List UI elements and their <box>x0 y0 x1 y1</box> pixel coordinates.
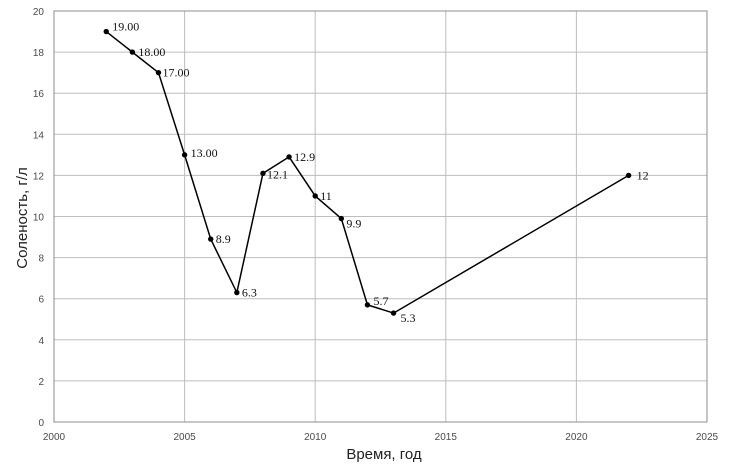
data-point <box>129 49 136 55</box>
y-tick-label: 18 <box>33 48 45 59</box>
x-tick-label: 2005 <box>173 432 196 443</box>
y-tick-label: 6 <box>38 295 44 306</box>
y-tick-label: 2 <box>38 377 44 388</box>
data-point <box>260 170 266 177</box>
data-label: 12 <box>637 168 649 182</box>
data-label: 9.9 <box>346 217 361 231</box>
data-label: 5.7 <box>373 294 388 308</box>
data-point <box>338 215 345 222</box>
data-point <box>181 152 188 158</box>
data-point <box>364 302 371 308</box>
data-label: 11 <box>320 189 332 203</box>
label-layer: 19.00 18.00 17.00 13.00 8.9 6.3 12.1 12.9 11 9.9 5… <box>112 20 648 326</box>
y-tick-label: 12 <box>33 171 45 182</box>
y-tick-label: 14 <box>33 130 45 141</box>
plot-frame <box>53 10 708 423</box>
data-point <box>103 28 109 35</box>
data-label: 13.00 <box>191 146 218 160</box>
data-label: 12.1 <box>267 167 288 181</box>
x-tick-label: 2010 <box>304 432 327 443</box>
data-point <box>286 154 292 160</box>
data-label: 5.3 <box>401 311 416 325</box>
y-tick-label: 0 <box>38 418 44 429</box>
x-axis-title: Время, год <box>346 446 422 463</box>
data-point <box>208 236 214 242</box>
data-label: 12.9 <box>294 150 315 164</box>
data-point <box>390 310 397 316</box>
x-tick-label: 2015 <box>435 432 458 443</box>
data-label: 8.9 <box>216 232 231 246</box>
data-point <box>312 193 318 199</box>
y-axis-title: Соленость, г/л <box>14 167 31 268</box>
y-tick-label: 4 <box>38 336 44 347</box>
axis-layer: 2000 2005 2010 2015 2020 2025 0 2 4 6 8 10 12 14 16 18 2… <box>33 7 719 443</box>
data-point <box>234 289 240 296</box>
data-label: 17.00 <box>162 66 189 80</box>
x-tick-label: 2025 <box>696 432 719 443</box>
series-layer <box>103 28 632 316</box>
y-tick-label: 20 <box>33 7 45 18</box>
y-tick-label: 16 <box>33 89 45 100</box>
y-tick-label: 10 <box>33 213 45 224</box>
y-tick-label: 8 <box>38 254 44 265</box>
x-tick-label: 2020 <box>565 432 588 443</box>
data-label: 19.00 <box>112 20 139 34</box>
x-tick-label: 2000 <box>43 432 66 443</box>
data-label: 6.3 <box>242 286 257 300</box>
data-point <box>625 172 632 179</box>
data-point <box>155 69 162 76</box>
grid-layer <box>53 10 708 423</box>
data-label: 18.00 <box>138 45 165 59</box>
